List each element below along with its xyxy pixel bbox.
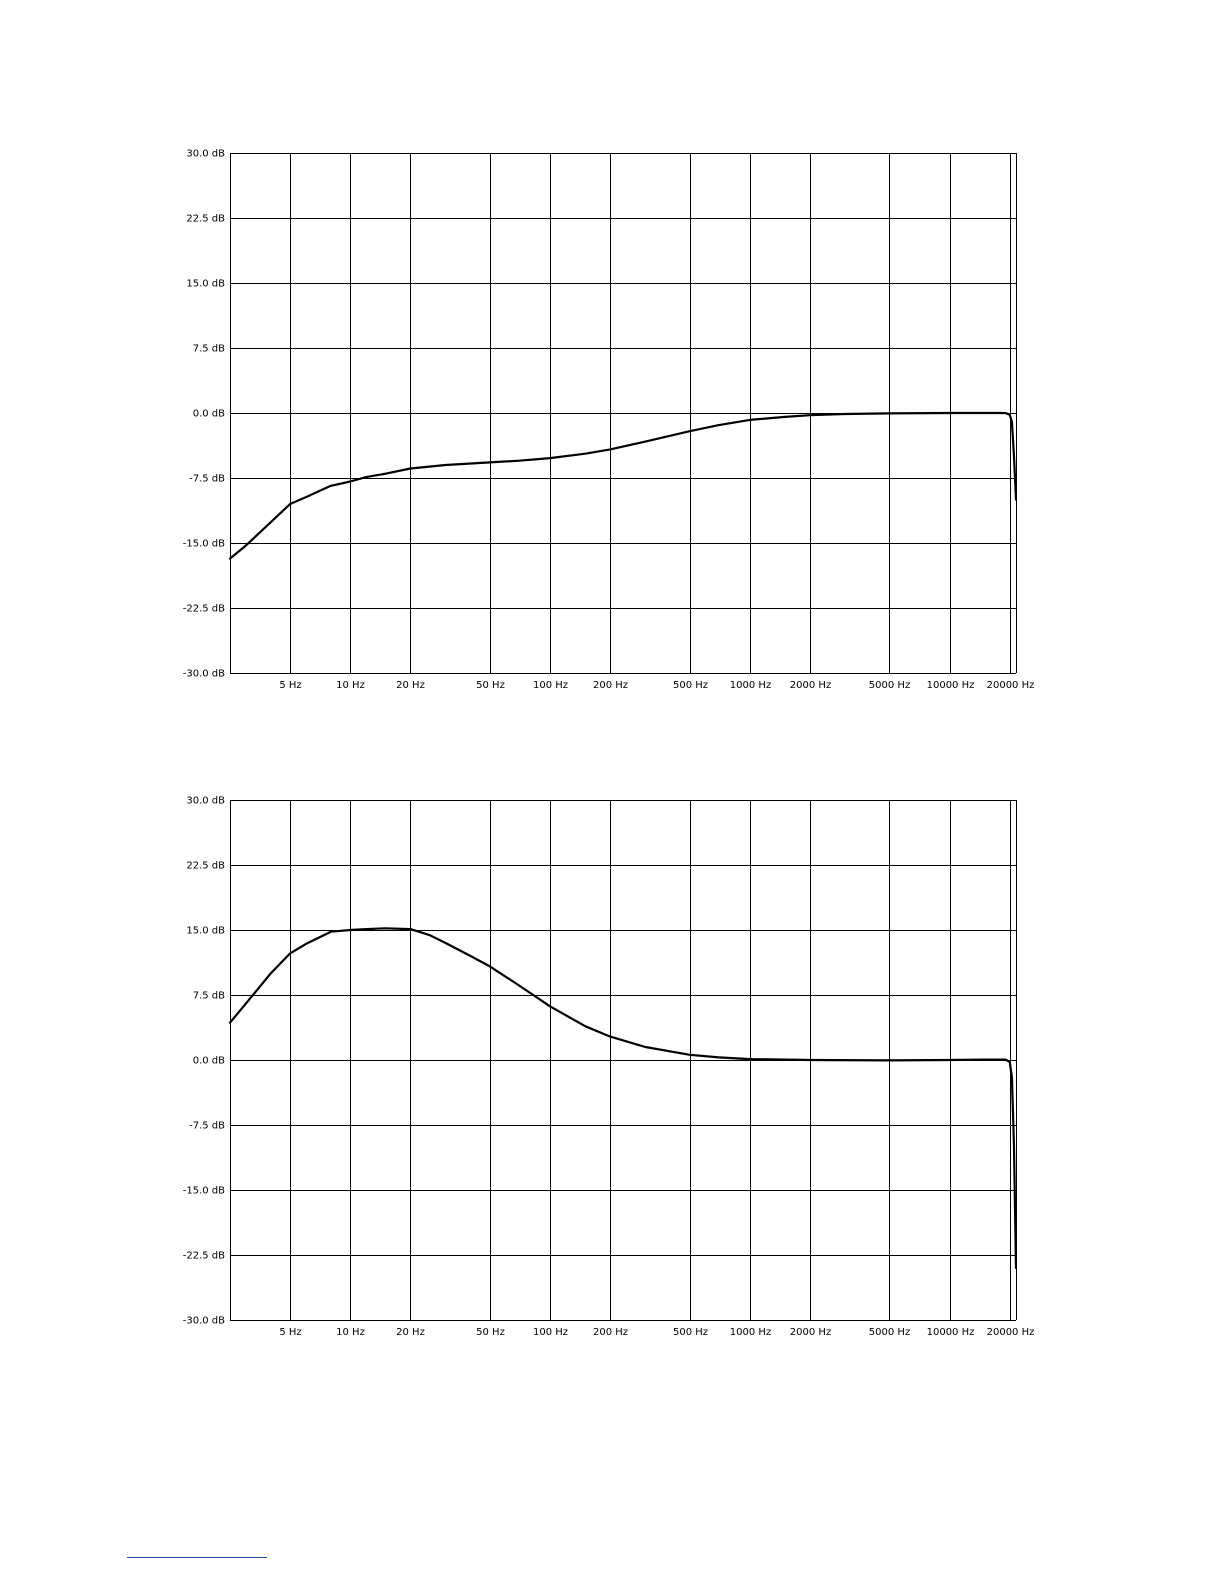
y-tick-label: -7.5 dB bbox=[189, 1121, 225, 1132]
footnote-separator bbox=[127, 1557, 267, 1558]
x-tick-label: 5 Hz bbox=[279, 680, 301, 691]
y-tick-label: 22.5 dB bbox=[186, 861, 225, 872]
y-tick-label: -22.5 dB bbox=[183, 604, 225, 615]
x-tick-label: 200 Hz bbox=[593, 680, 628, 691]
y-tick-label: 30.0 dB bbox=[186, 149, 225, 160]
frequency-response-chart-top: 30.0 dB 22.5 dB 15.0 dB 7.5 dB 0.0 dB -7.5 dB… bbox=[183, 149, 1035, 692]
x-tick-label: 10000 Hz bbox=[927, 680, 975, 691]
y-tick-label: 7.5 dB bbox=[193, 344, 225, 355]
y-tick-label: 0.0 dB bbox=[193, 409, 225, 420]
x-tick-label: 200 Hz bbox=[593, 1327, 628, 1338]
x-tick-label: 50 Hz bbox=[476, 1327, 505, 1338]
y-tick-label: -22.5 dB bbox=[183, 1251, 225, 1262]
x-tick-label: 20000 Hz bbox=[987, 1327, 1035, 1338]
x-tick-label: 1000 Hz bbox=[730, 1327, 771, 1338]
x-tick-label: 20 Hz bbox=[396, 1327, 425, 1338]
x-tick-label: 10 Hz bbox=[336, 1327, 365, 1338]
x-tick-label: 5000 Hz bbox=[869, 1327, 910, 1338]
x-tick-label: 1000 Hz bbox=[730, 680, 771, 691]
response-curve bbox=[228, 927, 1018, 1270]
y-tick-label: 15.0 dB bbox=[186, 926, 225, 937]
y-tick-label: -30.0 dB bbox=[183, 669, 225, 680]
y-tick-label: -15.0 dB bbox=[183, 539, 225, 550]
x-tick-label: 500 Hz bbox=[673, 680, 708, 691]
x-tick-label: 2000 Hz bbox=[790, 1327, 831, 1338]
y-tick-label: 30.0 dB bbox=[186, 796, 225, 807]
y-tick-label: -30.0 dB bbox=[183, 1316, 225, 1327]
x-tick-label: 20000 Hz bbox=[987, 680, 1035, 691]
frequency-response-chart-bottom: 30.0 dB 22.5 dB 15.0 dB 7.5 dB 0.0 dB -7.5 dB… bbox=[183, 796, 1035, 1339]
x-tick-label: 100 Hz bbox=[533, 1327, 568, 1338]
x-tick-label: 10 Hz bbox=[336, 680, 365, 691]
x-tick-label: 500 Hz bbox=[673, 1327, 708, 1338]
response-curve bbox=[228, 411, 1018, 560]
x-tick-label: 100 Hz bbox=[533, 680, 568, 691]
y-tick-label: 15.0 dB bbox=[186, 279, 225, 290]
x-tick-label: 50 Hz bbox=[476, 680, 505, 691]
y-tick-label: -7.5 dB bbox=[189, 474, 225, 485]
x-tick-label: 5 Hz bbox=[279, 1327, 301, 1338]
y-tick-label: 7.5 dB bbox=[193, 991, 225, 1002]
x-tick-label: 2000 Hz bbox=[790, 680, 831, 691]
x-tick-label: 20 Hz bbox=[396, 680, 425, 691]
x-tick-label: 10000 Hz bbox=[927, 1327, 975, 1338]
y-tick-label: -15.0 dB bbox=[183, 1186, 225, 1197]
x-tick-label: 5000 Hz bbox=[869, 680, 910, 691]
y-tick-label: 0.0 dB bbox=[193, 1056, 225, 1067]
y-tick-label: 22.5 dB bbox=[186, 214, 225, 225]
